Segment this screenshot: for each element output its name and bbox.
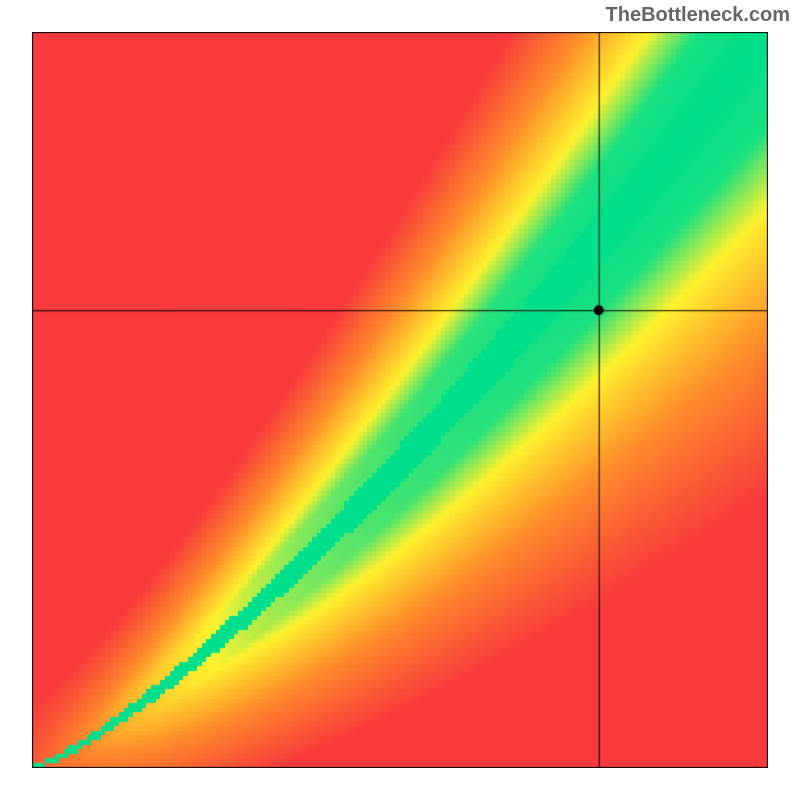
watermark-label: TheBottleneck.com [606, 4, 790, 27]
bottleneck-heatmap [32, 32, 768, 768]
crosshair-overlay [32, 32, 768, 768]
